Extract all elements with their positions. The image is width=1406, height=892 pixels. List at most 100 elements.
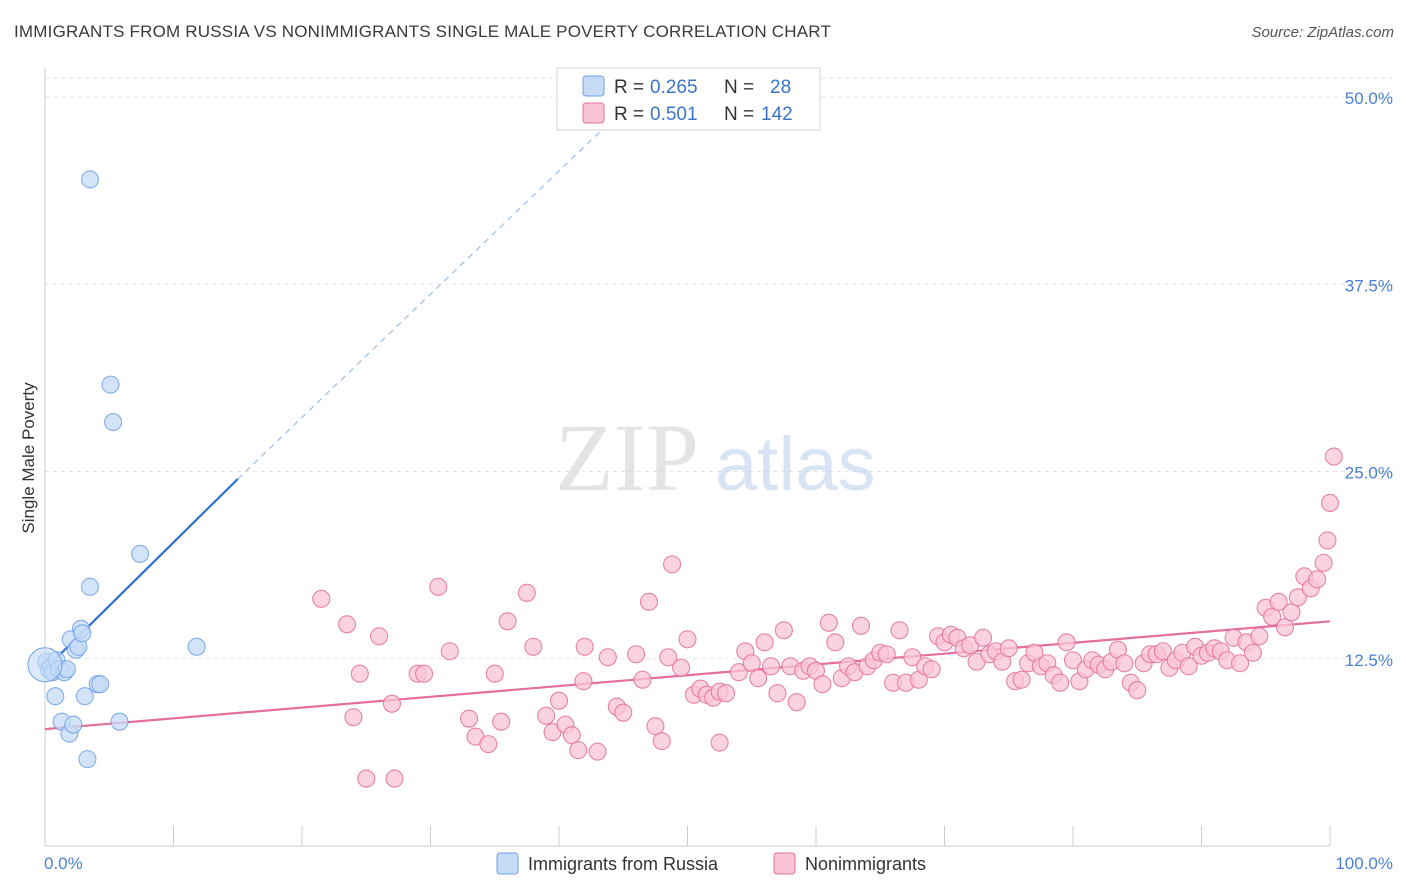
y-tick-label: 12.5% — [1345, 651, 1393, 670]
point-nonimmigrant-142 — [1324, 447, 1343, 466]
x-ticks — [44, 826, 1331, 846]
series-legend-swatch-nonimmigrants — [773, 852, 796, 875]
point-nonimmigrant-114 — [1153, 642, 1172, 661]
point-nonimmigrant-118 — [1179, 657, 1198, 676]
point-nonimmigrant-32 — [627, 645, 646, 664]
point-nonimmigrant-15 — [485, 664, 504, 683]
point-nonimmigrant-50 — [742, 654, 761, 673]
point-nonimmigrant-67 — [851, 616, 871, 635]
point-nonimmigrant-31 — [614, 703, 633, 722]
point-nonimmigrant-55 — [774, 621, 793, 640]
trend-line-1 — [44, 620, 1331, 731]
point-russia-20 — [80, 170, 100, 189]
y-tick-label: 37.5% — [1345, 276, 1393, 295]
point-nonimmigrant-7 — [385, 769, 404, 788]
point-nonimmigrant-29 — [598, 648, 617, 667]
point-nonimmigrant-108 — [1115, 654, 1134, 673]
x-tick-label-max: 100.0% — [1335, 854, 1393, 873]
point-nonimmigrant-27 — [575, 637, 594, 656]
legend-swatch-nonimmigrants — [582, 102, 605, 124]
legend-n-value-russia: 28 — [770, 77, 791, 98]
point-russia-18 — [78, 750, 97, 769]
point-nonimmigrant-129 — [1250, 627, 1269, 646]
data-points — [27, 170, 1343, 788]
point-nonimmigrant-126 — [1231, 654, 1250, 673]
watermark: ZIP atlas — [555, 404, 876, 511]
point-nonimmigrant-24 — [562, 726, 581, 745]
point-nonimmigrant-140 — [1318, 531, 1337, 550]
point-nonimmigrant-57 — [787, 693, 806, 712]
point-nonimmigrant-99 — [1057, 633, 1076, 652]
point-nonimmigrant-3 — [350, 664, 369, 683]
point-russia-12 — [64, 715, 83, 734]
point-nonimmigrant-110 — [1128, 681, 1147, 700]
point-nonimmigrant-48 — [729, 663, 748, 682]
point-nonimmigrant-92 — [1012, 670, 1031, 689]
watermark-atlas: atlas — [715, 422, 876, 507]
point-nonimmigrant-18 — [517, 583, 536, 602]
point-russia-24 — [104, 413, 123, 432]
series-legend-swatch-russia — [496, 852, 519, 875]
point-russia-16 — [73, 624, 92, 643]
point-nonimmigrant-38 — [663, 555, 682, 574]
point-nonimmigrant-132 — [1269, 592, 1288, 611]
point-nonimmigrant-135 — [1288, 588, 1307, 607]
point-nonimmigrant-52 — [755, 633, 774, 652]
point-nonimmigrant-9 — [415, 664, 434, 683]
point-nonimmigrant-63 — [826, 633, 845, 652]
point-russia-22 — [91, 675, 110, 694]
point-nonimmigrant-61 — [813, 675, 832, 694]
series-legend: Immigrants from Russia Nonimmigrants — [496, 852, 926, 875]
point-nonimmigrant-22 — [549, 691, 569, 710]
point-nonimmigrant-14 — [479, 735, 498, 754]
legend-r-value-russia: 0.265 — [650, 77, 698, 98]
point-nonimmigrant-26 — [574, 672, 593, 691]
stats-legend: R = 0.265 N = 28 R = 0.501 N = 142 — [556, 67, 821, 131]
point-nonimmigrant-4 — [357, 769, 376, 788]
point-nonimmigrant-53 — [761, 657, 781, 676]
point-nonimmigrant-39 — [672, 658, 691, 677]
point-russia-cluster — [27, 647, 63, 683]
point-nonimmigrant-5 — [370, 627, 389, 646]
point-nonimmigrant-75 — [903, 648, 922, 667]
point-nonimmigrant-40 — [678, 630, 697, 649]
point-nonimmigrant-17 — [498, 612, 517, 631]
y-tick-labels: 12.5% 25.0% 37.5% 50.0% — [1345, 89, 1393, 670]
point-nonimmigrant-10 — [429, 577, 448, 596]
point-nonimmigrant-1 — [337, 615, 357, 634]
point-nonimmigrant-138 — [1308, 570, 1327, 589]
point-nonimmigrant-139 — [1314, 553, 1333, 572]
point-nonimmigrant-141 — [1320, 493, 1340, 513]
point-russia-25 — [110, 712, 129, 731]
point-russia-17 — [75, 687, 94, 706]
point-nonimmigrant-54 — [768, 684, 787, 703]
point-russia-19 — [80, 577, 100, 596]
point-nonimmigrant-28 — [588, 742, 607, 761]
y-tick-label: 25.0% — [1345, 464, 1393, 483]
point-nonimmigrant-34 — [639, 592, 659, 611]
point-nonimmigrant-19 — [524, 637, 543, 656]
x-tick-label-min: 0.0% — [44, 854, 83, 873]
point-nonimmigrant-51 — [749, 669, 768, 688]
point-nonimmigrant-37 — [659, 648, 678, 667]
point-nonimmigrant-25 — [569, 741, 588, 760]
point-nonimmigrant-90 — [999, 639, 1018, 658]
legend-n-label-russia: N = — [724, 77, 754, 98]
point-nonimmigrant-78 — [922, 660, 941, 679]
point-nonimmigrant-131 — [1263, 607, 1282, 626]
point-nonimmigrant-46 — [710, 733, 729, 752]
legend-r-label-nonimmigrants: R = — [614, 104, 644, 125]
point-nonimmigrant-12 — [459, 709, 479, 728]
point-russia-23 — [101, 375, 120, 394]
series-legend-label-nonimmigrants: Nonimmigrants — [805, 854, 926, 874]
point-nonimmigrant-133 — [1275, 618, 1295, 637]
point-nonimmigrant-128 — [1243, 643, 1262, 662]
point-russia-27 — [187, 637, 206, 656]
series-legend-label-russia: Immigrants from Russia — [528, 854, 719, 874]
point-russia-26 — [131, 544, 150, 563]
point-nonimmigrant-20 — [537, 706, 556, 725]
legend-r-label-russia: R = — [614, 77, 644, 98]
point-nonimmigrant-2 — [344, 708, 363, 727]
point-nonimmigrant-100 — [1063, 651, 1083, 670]
